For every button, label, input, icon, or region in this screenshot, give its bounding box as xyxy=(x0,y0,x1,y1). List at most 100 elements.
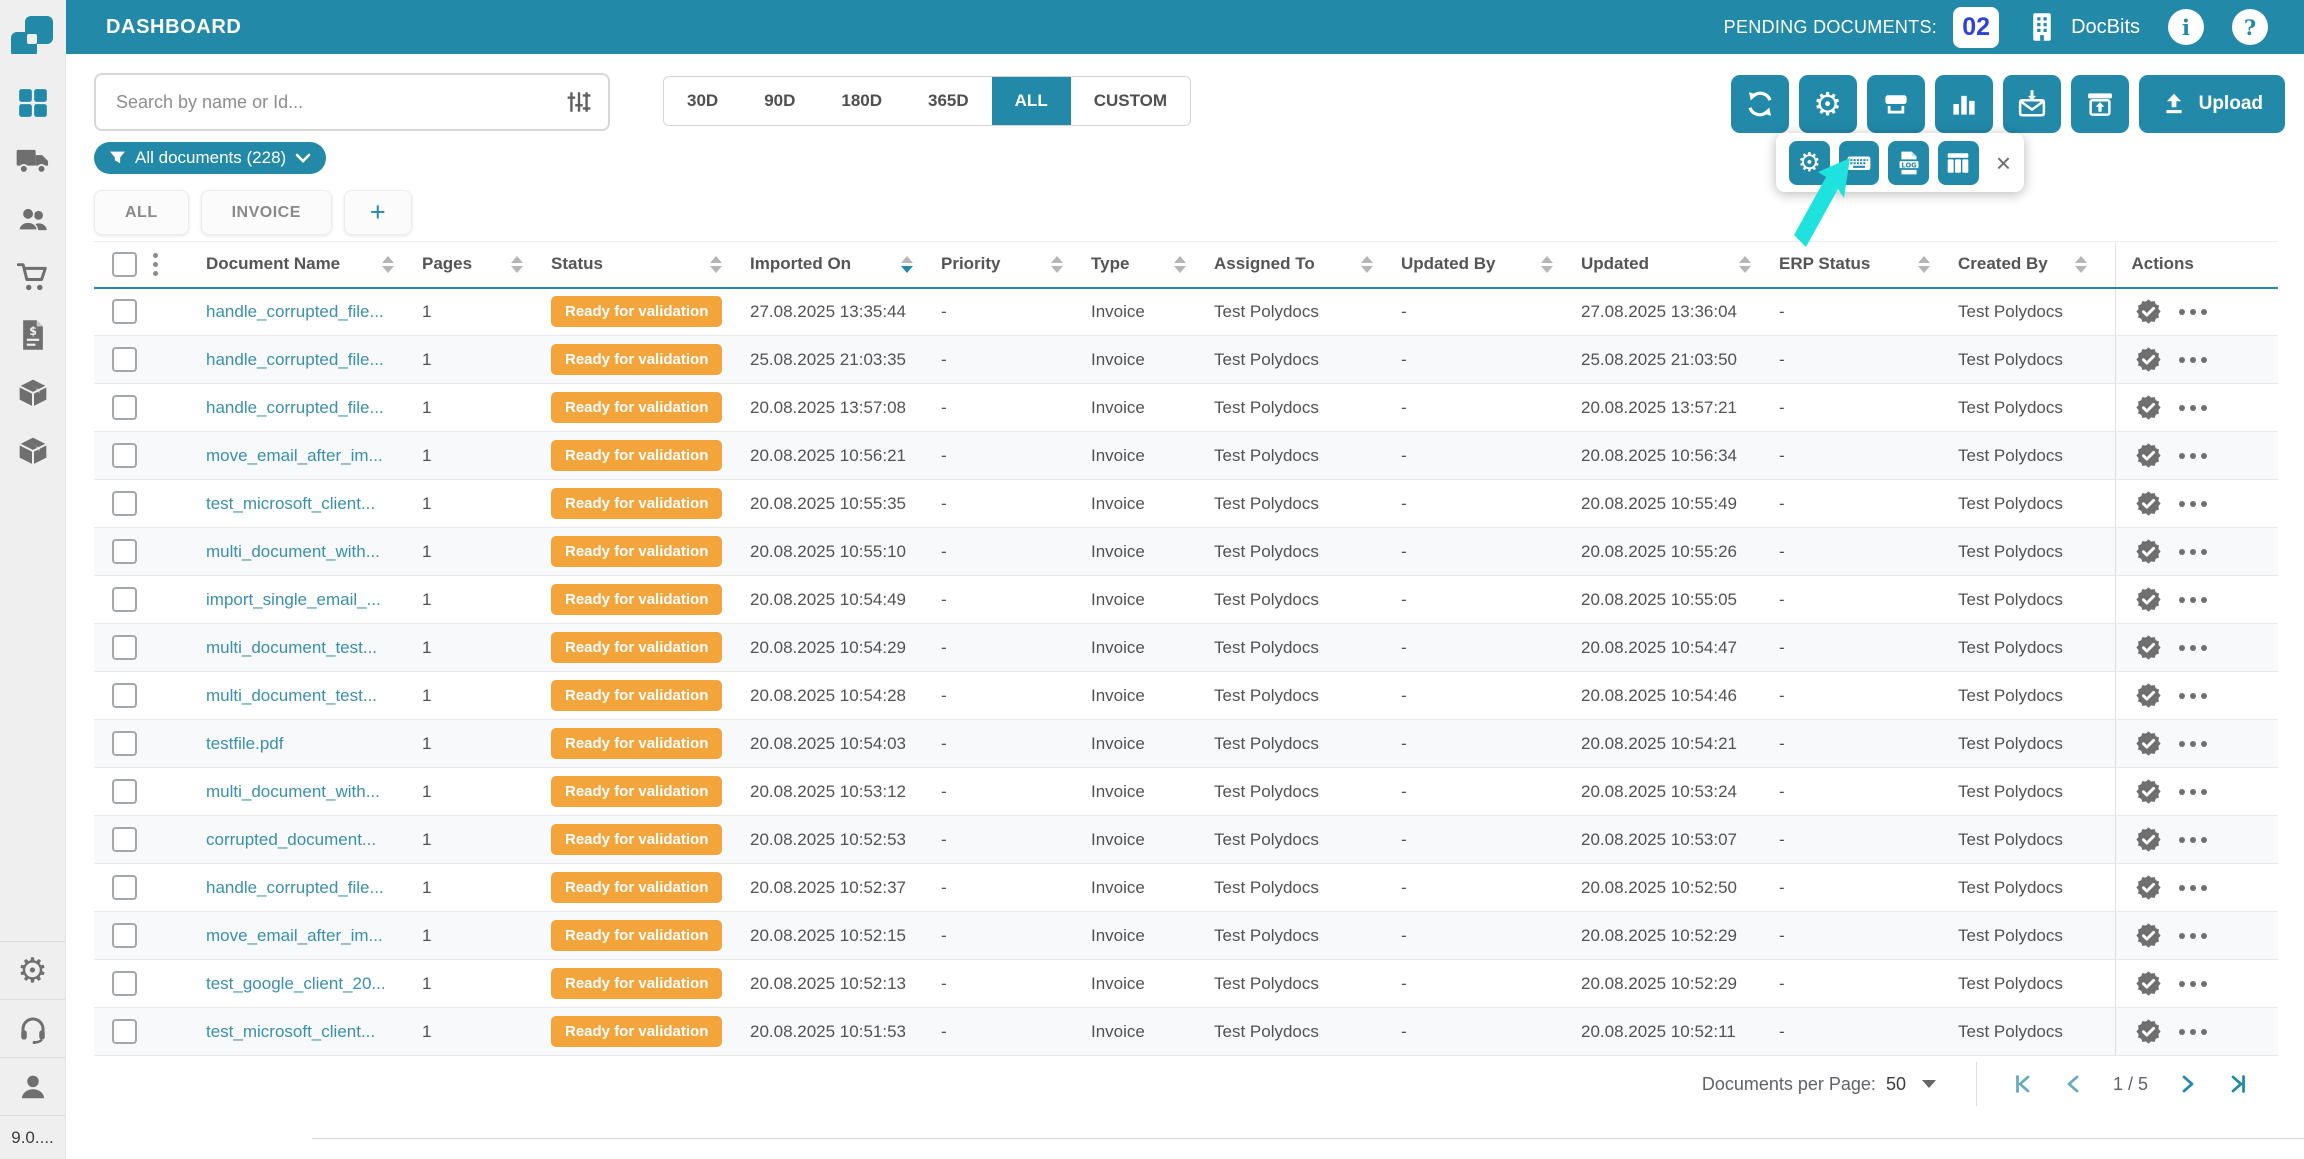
sidebar-item-packages-2[interactable] xyxy=(15,435,51,467)
validated-seal-icon[interactable] xyxy=(2134,873,2163,902)
validated-seal-icon[interactable] xyxy=(2134,537,2163,566)
row-more-menu[interactable] xyxy=(2179,933,2207,939)
row-checkbox[interactable] xyxy=(112,683,137,708)
document-name-link[interactable]: handle_corrupted_file... xyxy=(206,878,384,897)
row-more-menu[interactable] xyxy=(2179,357,2207,363)
popup-columns-button[interactable] xyxy=(1938,141,1979,185)
document-name-link[interactable]: multi_document_with... xyxy=(206,542,380,561)
row-checkbox[interactable] xyxy=(112,731,137,756)
filter-365d[interactable]: 365D xyxy=(905,77,992,125)
document-name-link[interactable]: test_microsoft_client... xyxy=(206,1022,375,1041)
sort-arrows[interactable] xyxy=(511,256,523,273)
validated-seal-icon[interactable] xyxy=(2134,969,2163,998)
info-icon[interactable]: i xyxy=(2168,9,2204,45)
sidebar-item-settings[interactable]: ⚙ xyxy=(0,941,65,999)
settings-button[interactable]: ⚙ xyxy=(1799,75,1857,133)
next-page-button[interactable] xyxy=(2174,1072,2198,1096)
row-more-menu[interactable] xyxy=(2179,741,2207,747)
popup-keyboard-button[interactable] xyxy=(1839,141,1880,185)
row-checkbox[interactable] xyxy=(112,779,137,804)
document-name-link[interactable]: corrupted_document... xyxy=(206,830,376,849)
org-switcher[interactable]: DocBits xyxy=(2027,10,2140,44)
row-more-menu[interactable] xyxy=(2179,981,2207,987)
row-checkbox[interactable] xyxy=(112,971,137,996)
row-more-menu[interactable] xyxy=(2179,885,2207,891)
row-more-menu[interactable] xyxy=(2179,645,2207,651)
header-kebab-menu[interactable] xyxy=(153,253,158,276)
row-more-menu[interactable] xyxy=(2179,789,2207,795)
upload-button[interactable]: Upload xyxy=(2139,75,2285,133)
document-name-link[interactable]: testfile.pdf xyxy=(206,734,284,753)
document-name-link[interactable]: import_single_email_... xyxy=(206,590,381,609)
tune-filter-icon[interactable] xyxy=(566,89,592,115)
scan-button[interactable] xyxy=(1867,75,1925,133)
sidebar-item-profile[interactable] xyxy=(0,1057,65,1115)
per-page-selector[interactable]: Documents per Page: 50 xyxy=(1702,1074,1936,1095)
document-name-link[interactable]: multi_document_test... xyxy=(206,638,377,657)
row-checkbox[interactable] xyxy=(112,443,137,468)
popup-log-button[interactable]: LOG xyxy=(1888,141,1929,185)
row-more-menu[interactable] xyxy=(2179,501,2207,507)
statistics-button[interactable] xyxy=(1935,75,1993,133)
sidebar-item-invoices[interactable]: $ xyxy=(15,319,51,351)
row-more-menu[interactable] xyxy=(2179,549,2207,555)
sidebar-item-support[interactable] xyxy=(0,999,65,1057)
search-input[interactable] xyxy=(116,92,566,113)
document-name-link[interactable]: move_email_after_im... xyxy=(206,926,383,945)
validated-seal-icon[interactable] xyxy=(2134,921,2163,950)
document-name-link[interactable]: move_email_after_im... xyxy=(206,446,383,465)
sort-arrows[interactable] xyxy=(382,256,394,273)
app-logo[interactable] xyxy=(0,0,66,54)
row-checkbox[interactable] xyxy=(112,347,137,372)
sort-arrows[interactable] xyxy=(1918,256,1930,273)
sort-arrows[interactable] xyxy=(710,256,722,273)
row-more-menu[interactable] xyxy=(2179,1029,2207,1035)
filter-90d[interactable]: 90D xyxy=(741,77,818,125)
first-page-button[interactable] xyxy=(2013,1072,2037,1096)
select-all-checkbox[interactable] xyxy=(112,252,137,277)
popup-close-button[interactable]: × xyxy=(1996,150,2011,176)
row-checkbox[interactable] xyxy=(112,875,137,900)
sync-button[interactable] xyxy=(1731,75,1789,133)
validated-seal-icon[interactable] xyxy=(2134,681,2163,710)
sidebar-item-packages-1[interactable] xyxy=(15,377,51,409)
row-more-menu[interactable] xyxy=(2179,309,2207,315)
row-checkbox[interactable] xyxy=(112,491,137,516)
sort-arrows[interactable] xyxy=(1051,256,1063,273)
validated-seal-icon[interactable] xyxy=(2134,633,2163,662)
document-name-link[interactable]: handle_corrupted_file... xyxy=(206,398,384,417)
documents-filter-chip[interactable]: All documents (228) xyxy=(94,142,326,174)
validated-seal-icon[interactable] xyxy=(2134,441,2163,470)
filter-all[interactable]: ALL xyxy=(992,77,1071,125)
validated-seal-icon[interactable] xyxy=(2134,1017,2163,1046)
mail-import-button[interactable] xyxy=(2003,75,2061,133)
tab-invoice[interactable]: INVOICE xyxy=(201,190,332,235)
row-checkbox[interactable] xyxy=(112,923,137,948)
validated-seal-icon[interactable] xyxy=(2134,585,2163,614)
sort-arrows[interactable] xyxy=(901,256,913,273)
popup-settings-button[interactable]: ⚙ xyxy=(1789,141,1830,185)
validated-seal-icon[interactable] xyxy=(2134,393,2163,422)
pending-count-badge[interactable]: 02 xyxy=(1953,7,1999,48)
document-name-link[interactable]: multi_document_with... xyxy=(206,782,380,801)
row-checkbox[interactable] xyxy=(112,539,137,564)
row-more-menu[interactable] xyxy=(2179,405,2207,411)
sidebar-item-users[interactable] xyxy=(15,203,51,235)
tab-all[interactable]: ALL xyxy=(94,190,189,235)
sort-arrows[interactable] xyxy=(2075,256,2087,273)
sort-arrows[interactable] xyxy=(1739,256,1751,273)
document-name-link[interactable]: test_microsoft_client... xyxy=(206,494,375,513)
row-checkbox[interactable] xyxy=(112,635,137,660)
document-name-link[interactable]: handle_corrupted_file... xyxy=(206,302,384,321)
row-checkbox[interactable] xyxy=(112,827,137,852)
sort-arrows[interactable] xyxy=(1174,256,1186,273)
add-tab-button[interactable]: + xyxy=(344,190,412,235)
row-checkbox[interactable] xyxy=(112,395,137,420)
row-more-menu[interactable] xyxy=(2179,453,2207,459)
validated-seal-icon[interactable] xyxy=(2134,489,2163,518)
document-name-link[interactable]: handle_corrupted_file... xyxy=(206,350,384,369)
row-checkbox[interactable] xyxy=(112,299,137,324)
row-more-menu[interactable] xyxy=(2179,837,2207,843)
last-page-button[interactable] xyxy=(2224,1072,2248,1096)
row-checkbox[interactable] xyxy=(112,1019,137,1044)
